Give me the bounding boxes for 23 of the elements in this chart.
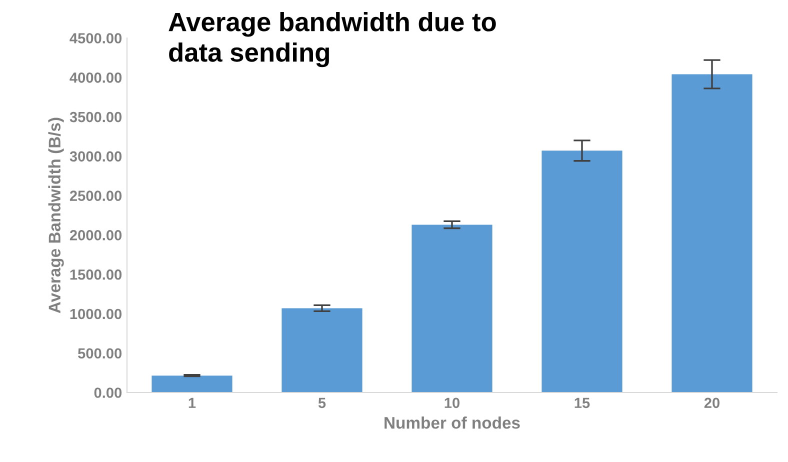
x-axis-title: Number of nodes	[384, 416, 520, 429]
y-tick-label: 3500.00	[70, 112, 122, 122]
chart-title: Average bandwidth due to data sending	[168, 12, 496, 68]
y-tick-label: 3000.00	[70, 151, 122, 162]
bar	[542, 150, 622, 392]
x-tick-label: 10	[444, 398, 460, 408]
y-tick-label: 500.00	[78, 348, 122, 359]
bar	[152, 376, 232, 392]
y-axis-title: Average Bandwidth (B/s)	[48, 118, 64, 314]
y-tick-label: 4500.00	[70, 33, 122, 44]
x-tick-label: 5	[318, 398, 326, 408]
bar	[282, 308, 362, 392]
y-tick-label: 0.00	[94, 388, 122, 398]
y-tick-label: 4000.00	[70, 72, 122, 83]
y-tick-label: 1500.00	[70, 269, 122, 280]
x-tick-label: 1	[188, 398, 196, 408]
y-tick-label: 2500.00	[70, 190, 122, 201]
bar	[672, 74, 752, 392]
x-tick-label: 20	[704, 398, 720, 408]
bar	[412, 224, 492, 392]
y-tick-label: 2000.00	[70, 230, 122, 240]
x-tick-label: 15	[574, 398, 590, 408]
y-tick-label: 1000.00	[70, 308, 122, 320]
